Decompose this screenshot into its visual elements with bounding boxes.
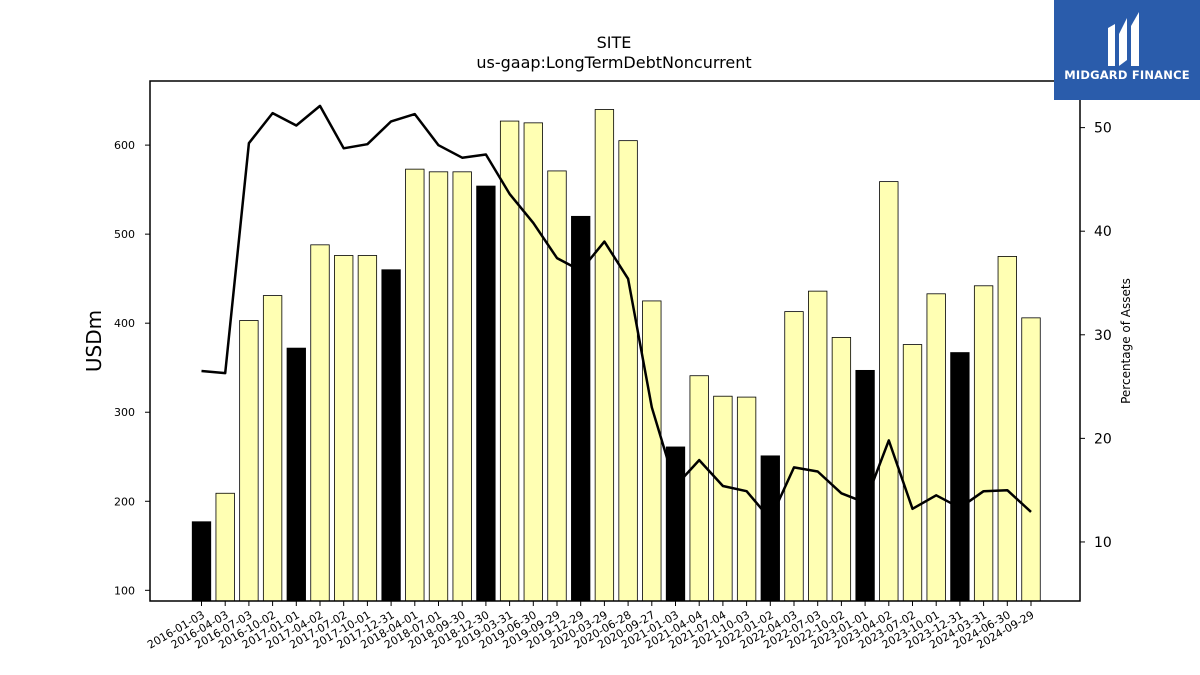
- y-tick-label: 400: [114, 317, 135, 330]
- bar: [618, 140, 638, 602]
- midgard-logo-icon: [1108, 12, 1139, 66]
- bar: [902, 344, 923, 602]
- bar: [286, 347, 306, 602]
- bar: [760, 455, 780, 602]
- y-tick-label: 300: [114, 406, 135, 419]
- y2-tick-label: 50: [1094, 121, 1112, 137]
- bar: [973, 285, 994, 602]
- bar: [215, 492, 235, 602]
- bar: [571, 215, 591, 602]
- bar: [405, 168, 425, 602]
- chart-subtitle: us-gaap:LongTermDebtNoncurrent: [476, 53, 751, 72]
- bar: [191, 521, 212, 602]
- bar: [523, 122, 543, 602]
- y-axis-label: USDm: [82, 310, 106, 372]
- bar: [642, 300, 662, 602]
- logo-text: MIDGARD FINANCE: [1064, 68, 1190, 82]
- y-tick-label: 600: [114, 139, 135, 152]
- y2-tick-label: 20: [1094, 431, 1112, 447]
- bar: [926, 293, 946, 602]
- axes-layer: 10020030040050060010203040502016-01-0320…: [114, 121, 1112, 652]
- plot-frame: [149, 80, 1081, 602]
- bar: [476, 185, 496, 602]
- bar: [594, 109, 615, 602]
- bar: [357, 255, 378, 602]
- bar: [452, 171, 472, 602]
- bar: [262, 295, 283, 602]
- y-tick-label: 200: [114, 495, 135, 508]
- bar: [879, 181, 899, 602]
- bar: [381, 269, 401, 602]
- bar: [547, 170, 567, 602]
- bar: [310, 244, 330, 602]
- bars-layer: [191, 109, 1041, 602]
- chart-title: SITE: [597, 33, 632, 52]
- bar: [784, 311, 804, 602]
- bar: [1021, 317, 1041, 602]
- series-line-percentage: [201, 104, 1032, 521]
- y-tick-label: 100: [114, 584, 135, 597]
- bar: [950, 352, 970, 602]
- y2-tick-label: 10: [1094, 535, 1112, 551]
- bar: [239, 320, 259, 602]
- bar: [689, 375, 709, 602]
- line-layer: [201, 104, 1032, 521]
- brand-logo: MIDGARD FINANCE: [1054, 0, 1200, 100]
- bar: [428, 171, 449, 602]
- bar: [997, 256, 1017, 602]
- bar: [831, 337, 852, 602]
- bar: [665, 446, 686, 602]
- y2-axis-label: Percentage of Assets: [1119, 278, 1133, 404]
- bar: [713, 395, 733, 602]
- y2-tick-label: 40: [1094, 224, 1112, 240]
- y-tick-label: 500: [114, 228, 135, 241]
- bar: [808, 290, 828, 602]
- bar: [334, 255, 354, 602]
- y2-tick-label: 30: [1094, 328, 1112, 344]
